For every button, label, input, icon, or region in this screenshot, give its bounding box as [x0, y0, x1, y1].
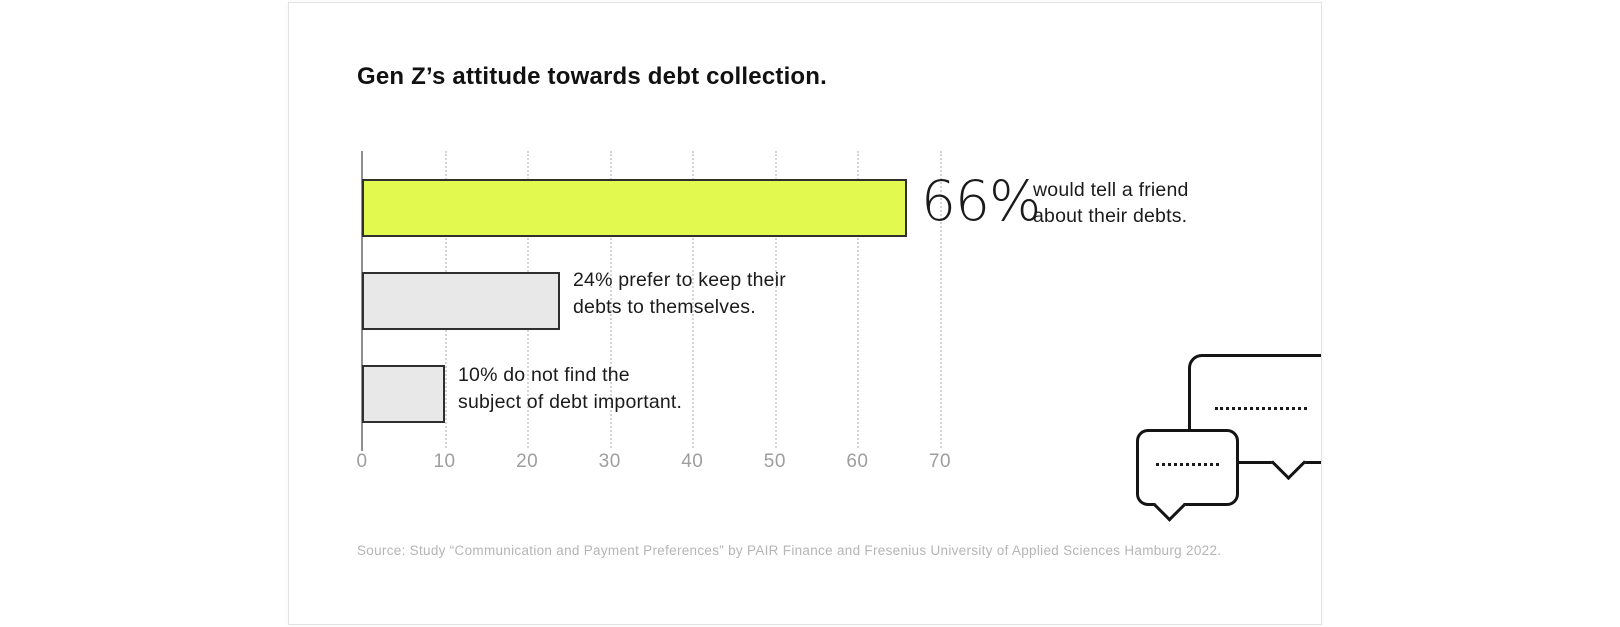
x-tick-label: 30: [598, 451, 621, 472]
bar2-annotation-line2: debts to themselves.: [573, 296, 756, 318]
gridline: [857, 151, 860, 448]
x-tick-label: 40: [681, 451, 704, 472]
x-axis-tick-row: 0 10 20 30 40 50 60 70: [356, 451, 950, 475]
speech-bubble-small-icon: [1136, 429, 1239, 522]
bar2-annotation-line1: 24% prefer to keep their: [573, 269, 786, 291]
dotted-text-placeholder: [1215, 407, 1307, 410]
gridline: [940, 151, 942, 448]
source-citation: Source: Study “Communication and Payment…: [357, 543, 1222, 558]
infographic-card: Gen Z’s attitude towards debt collection…: [288, 2, 1322, 625]
speech-bubble-tail-icon: [1153, 489, 1186, 522]
speech-bubble-tail-icon: [1270, 444, 1307, 481]
bar1-annotation-line2: about their debts.: [1033, 205, 1188, 227]
bar1-annotation-line1: would tell a friend: [1033, 179, 1189, 201]
bar-would-tell-a-friend: [362, 179, 907, 237]
bar-chart-plot-area: 0 10 20 30 40 50 60 70: [356, 151, 951, 472]
bar1-annotation: would tell a friend about their debts.: [1033, 177, 1189, 229]
gridline: [692, 151, 695, 448]
bar-debt-not-important: [362, 365, 445, 423]
bar3-annotation-line1: 10% do not find the: [458, 364, 630, 386]
x-tick-label: 10: [433, 451, 456, 472]
bar-keep-debts-to-themselves: [362, 272, 561, 330]
x-tick-label: 50: [763, 451, 786, 472]
bar3-annotation: 10% do not find the subject of debt impo…: [458, 362, 682, 416]
bar2-annotation: 24% prefer to keep their debts to themse…: [573, 267, 786, 321]
chart-title: Gen Z’s attitude towards debt collection…: [357, 63, 828, 90]
x-tick-label: 60: [846, 451, 869, 472]
gridline: [774, 151, 777, 448]
x-tick-label: 0: [356, 451, 368, 472]
bar3-annotation-line2: subject of debt important.: [458, 391, 683, 413]
big-percentage-label: 66%: [921, 169, 1041, 233]
x-tick-label: 70: [928, 451, 952, 472]
bars-group: [362, 151, 940, 449]
dotted-text-placeholder: [1156, 463, 1219, 466]
gridline: [609, 151, 612, 448]
x-tick-label: 20: [516, 451, 539, 472]
